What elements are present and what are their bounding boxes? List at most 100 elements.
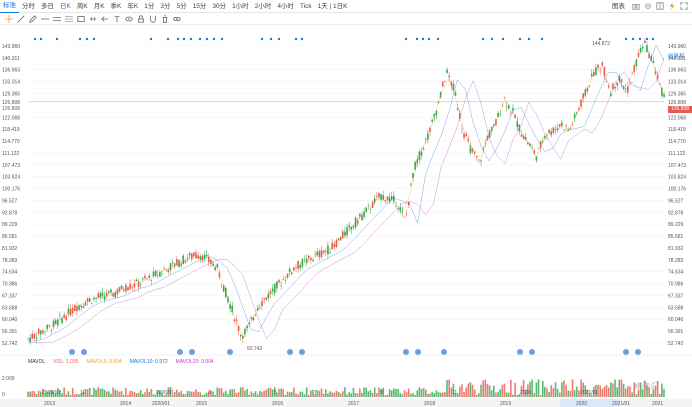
chart-type-button[interactable]: 图表	[612, 2, 625, 10]
event-dot[interactable]	[198, 37, 202, 41]
event-dot[interactable]	[427, 37, 431, 41]
event-dot[interactable]	[518, 37, 522, 41]
channel-icon[interactable]	[52, 14, 61, 23]
candle	[565, 123, 567, 131]
event-dot[interactable]	[78, 37, 82, 41]
event-marker[interactable]	[189, 349, 195, 355]
event-marker[interactable]	[623, 349, 629, 355]
period-6[interactable]: 年K	[127, 2, 139, 10]
period-0[interactable]: 分时	[22, 2, 35, 10]
period-4[interactable]: 月K	[93, 2, 105, 10]
event-marker[interactable]	[415, 349, 421, 355]
event-dot[interactable]	[166, 37, 170, 41]
time-axis-selection[interactable]	[560, 399, 620, 407]
event-dot[interactable]	[598, 37, 602, 41]
event-marker[interactable]	[403, 349, 409, 355]
event-dot[interactable]	[205, 37, 209, 41]
eye-icon[interactable]	[124, 14, 133, 23]
indicator-name[interactable]: MAVOL	[28, 359, 46, 365]
time-tick-top: 11	[452, 390, 457, 396]
event-dot[interactable]	[540, 37, 544, 41]
fib-icon[interactable]	[64, 14, 73, 23]
event-marker[interactable]	[299, 349, 305, 355]
event-dot[interactable]	[220, 37, 224, 41]
candle	[71, 304, 74, 317]
event-marker[interactable]	[287, 349, 293, 355]
restore-adjust-label[interactable]: 前复权	[668, 54, 685, 60]
text-icon[interactable]	[112, 14, 121, 23]
period-9[interactable]: 5分	[176, 2, 187, 10]
event-dot[interactable]	[490, 37, 494, 41]
period-13[interactable]: 2小时	[254, 2, 272, 10]
event-dot[interactable]	[624, 37, 628, 41]
arrow-icon[interactable]	[100, 14, 109, 23]
event-dot[interactable]	[436, 37, 440, 41]
event-dot[interactable]	[404, 37, 408, 41]
event-dot[interactable]	[651, 37, 655, 41]
event-dot[interactable]	[421, 37, 425, 41]
lock-icon[interactable]	[136, 14, 145, 23]
event-marker[interactable]	[177, 349, 183, 355]
event-dot[interactable]	[176, 37, 180, 41]
period-14[interactable]: 4小时	[277, 2, 294, 10]
candlestick-chart[interactable]: 143.960 143.960 140.311 140.311 136.663 136.6…	[0, 25, 692, 407]
event-dot[interactable]	[501, 37, 505, 41]
event-marker[interactable]	[635, 349, 641, 355]
event-dot[interactable]	[39, 37, 43, 41]
event-dot[interactable]	[260, 37, 264, 41]
period-5[interactable]: 季K	[110, 2, 122, 10]
period-12[interactable]: 1小时	[232, 2, 249, 10]
event-dot[interactable]	[212, 37, 216, 41]
event-marker[interactable]	[81, 349, 87, 355]
event-dot[interactable]	[269, 37, 273, 41]
link-icon[interactable]	[172, 14, 181, 23]
event-dot[interactable]	[294, 37, 298, 41]
event-marker[interactable]	[517, 349, 523, 355]
period-15[interactable]: Tick	[299, 2, 312, 10]
event-dot[interactable]	[300, 37, 304, 41]
pencil-icon[interactable]	[28, 14, 37, 23]
chart-canvas[interactable]: 143.960 143.960 140.311 140.311 136.663 136.6…	[0, 25, 692, 407]
event-dot[interactable]	[182, 37, 186, 41]
horizontal-line-icon[interactable]	[40, 14, 49, 23]
rect-icon[interactable]	[76, 14, 85, 23]
candle	[118, 286, 121, 294]
period-11[interactable]: 30分	[212, 2, 227, 10]
event-marker[interactable]	[227, 349, 233, 355]
event-dot[interactable]	[481, 37, 485, 41]
period-7[interactable]: 1分	[144, 2, 155, 10]
event-dot[interactable]	[85, 37, 89, 41]
lightning-icon[interactable]	[668, 2, 676, 10]
fullscreen-icon[interactable]	[680, 2, 688, 10]
event-marker[interactable]	[69, 349, 75, 355]
event-dot[interactable]	[277, 37, 281, 41]
tab-standard[interactable]: 标准	[0, 0, 19, 13]
crosshair-icon[interactable]	[4, 14, 13, 23]
event-dot[interactable]	[631, 37, 635, 41]
event-dot[interactable]	[92, 37, 96, 41]
period-16[interactable]: 1天 | 1日K	[317, 2, 348, 10]
layout-icon[interactable]	[656, 2, 664, 10]
event-dot[interactable]	[33, 37, 37, 41]
measure-icon[interactable]	[88, 14, 97, 23]
period-1[interactable]: 多日	[41, 2, 54, 10]
period-10[interactable]: 15分	[192, 2, 207, 10]
event-dot[interactable]	[415, 37, 419, 41]
event-dot[interactable]	[55, 37, 59, 41]
settings-icon[interactable]	[644, 2, 652, 10]
trash-icon[interactable]	[160, 14, 169, 23]
event-dot[interactable]	[527, 37, 531, 41]
event-dot[interactable]	[149, 37, 153, 41]
trendline-icon[interactable]	[16, 14, 25, 23]
magnet-icon[interactable]	[148, 14, 157, 23]
period-2[interactable]: 日K	[60, 2, 71, 10]
price-tick: 143.960	[668, 44, 686, 50]
event-marker[interactable]	[441, 349, 447, 355]
event-dot[interactable]	[189, 37, 193, 41]
event-marker[interactable]	[529, 349, 535, 355]
camera-icon[interactable]	[632, 2, 640, 10]
period-8[interactable]: 3分	[160, 2, 171, 10]
event-dot[interactable]	[638, 37, 642, 41]
period-3[interactable]: 周K	[76, 2, 88, 10]
event-dot[interactable]	[645, 37, 649, 41]
